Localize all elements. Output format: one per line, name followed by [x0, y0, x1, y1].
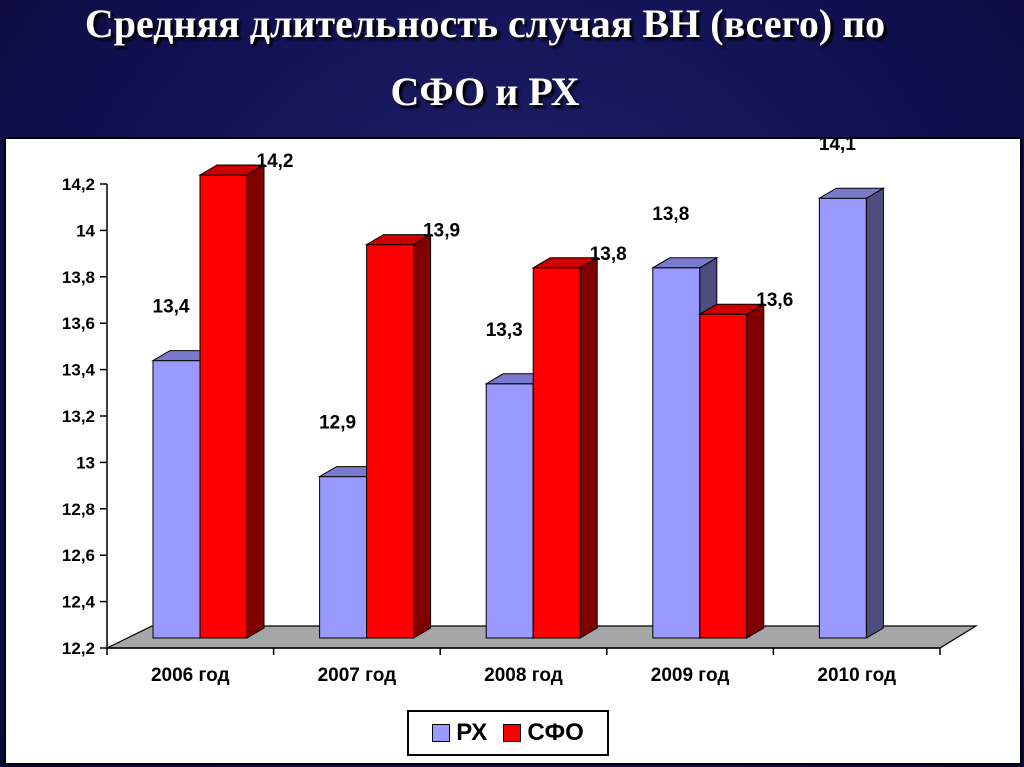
x-tick-label: 2010 год: [817, 665, 896, 686]
legend-item-sfo: СФО: [503, 719, 584, 747]
bar-sfo: [199, 174, 248, 639]
bar-rx: [818, 197, 867, 639]
data-label-sfo: 13,9: [423, 221, 460, 242]
y-tick-label: 13,2: [62, 407, 95, 426]
x-tick-label: 2009 год: [651, 665, 730, 686]
bar-sfo: [366, 244, 415, 639]
y-tick-label: 12,6: [62, 546, 95, 565]
bar-sfo: [532, 267, 581, 639]
y-tick-label: 13,6: [62, 314, 95, 333]
x-tick-label: 2007 год: [318, 665, 397, 686]
slide-title-line-2: СФО и РХ: [390, 69, 580, 114]
y-tick-label: 13,8: [62, 268, 95, 287]
legend-label-sfo: СФО: [527, 719, 584, 746]
bar-rx: [652, 267, 701, 639]
bar-sfo-side: [246, 164, 265, 639]
y-tick-label: 14: [76, 221, 95, 240]
bar-rx-top: [650, 257, 719, 269]
legend-label-rx: РХ: [456, 719, 488, 746]
legend-swatch-rx: [432, 724, 451, 742]
data-label-rx: 13,3: [486, 320, 523, 341]
bar-rx: [485, 383, 534, 639]
x-tick-label: 2008 год: [484, 665, 563, 686]
bar-sfo-top: [697, 303, 766, 315]
y-tick-label: 12,4: [62, 593, 96, 612]
bar-sfo-side: [746, 303, 765, 639]
bar-rx: [152, 360, 201, 639]
data-label-sfo: 13,6: [756, 290, 793, 311]
bar-sfo-side: [579, 256, 598, 639]
bar-rx-top: [817, 187, 886, 199]
y-tick-label: 14,2: [62, 175, 95, 194]
bar-sfo-top: [531, 257, 600, 269]
x-tick-label: 2006 год: [151, 665, 230, 686]
data-label-rx: 13,8: [652, 204, 689, 225]
legend-swatch-sfo: [503, 724, 522, 742]
bar-rx-side: [865, 187, 884, 639]
data-label-rx: 12,9: [319, 413, 356, 434]
data-label-rx: 13,4: [153, 297, 190, 318]
bar-sfo-side: [413, 233, 432, 639]
y-tick-label: 12,2: [62, 639, 95, 658]
y-tick-label: 12,8: [62, 500, 95, 519]
data-label-sfo: 14,2: [257, 151, 294, 172]
bar-sfo-top: [364, 234, 433, 246]
data-label-sfo: 13,8: [590, 244, 627, 265]
data-label-rx: 14,1: [819, 134, 856, 155]
y-tick-label: 13: [76, 453, 95, 472]
legend-item-rx: РХ: [432, 719, 487, 747]
slide-title-line-1: Средняя длительность случая ВН (всего) п…: [84, 1, 886, 46]
bar-sfo-top: [198, 164, 266, 176]
chart-legend: РХ СФО: [407, 710, 609, 756]
bar-rx: [319, 476, 368, 639]
bar-sfo: [699, 313, 748, 639]
y-tick-label: 13,4: [62, 361, 96, 380]
